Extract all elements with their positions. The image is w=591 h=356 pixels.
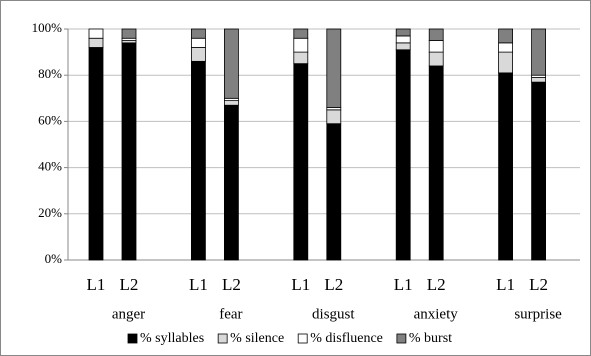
bar-segment <box>121 42 137 261</box>
y-tick-label: 100% <box>32 20 63 35</box>
bar-segment <box>326 123 342 261</box>
legend-swatch <box>297 333 308 344</box>
bar-segment <box>293 51 309 65</box>
bar-segment <box>498 51 514 74</box>
bar-segment <box>190 28 206 39</box>
x-tick-label: L2 <box>222 275 241 294</box>
bar-segment <box>190 47 206 62</box>
group-label: anger <box>112 306 145 322</box>
group-label: disgust <box>312 306 355 322</box>
bar-segment <box>395 49 411 261</box>
x-tick-label: L2 <box>427 275 446 294</box>
x-tick-label: L1 <box>291 275 310 294</box>
bar-segment <box>428 28 444 41</box>
bar-segment <box>293 37 309 53</box>
y-tick-label: 80% <box>38 66 62 81</box>
x-tick-label: L2 <box>120 275 139 294</box>
legend-label: % disfluence <box>310 331 383 346</box>
bar-segment <box>531 77 546 83</box>
bar-segment <box>395 28 411 37</box>
x-tick-label: L1 <box>87 275 106 294</box>
legend-swatch <box>396 333 407 344</box>
group-label: surprise <box>514 306 562 322</box>
bar-segment <box>326 109 342 125</box>
legend-swatch <box>217 333 228 344</box>
bar-segment <box>531 28 546 76</box>
bar-segment <box>121 28 137 39</box>
bar-segment <box>293 28 309 39</box>
bar-segment <box>88 37 104 48</box>
bar-segment <box>88 47 104 261</box>
x-tick-label: L1 <box>189 275 208 294</box>
x-tick-label: L1 <box>496 275 515 294</box>
bar-segment <box>293 63 309 261</box>
bar-segment <box>428 51 444 67</box>
bar-segment <box>223 100 239 106</box>
legend-swatch <box>127 333 138 344</box>
x-tick-label: L2 <box>529 275 548 294</box>
bar-segment <box>498 42 514 53</box>
bar-segment <box>531 81 546 261</box>
legend-label: % syllables <box>140 331 204 346</box>
bar-segment <box>428 40 444 53</box>
group-label: fear <box>219 306 242 322</box>
bar-segment <box>326 28 342 108</box>
y-tick-label: 40% <box>38 159 62 174</box>
bar-segment <box>395 42 411 51</box>
y-tick-label: 0% <box>45 251 63 266</box>
y-tick-label: 60% <box>38 112 62 127</box>
bar-segment <box>498 72 514 261</box>
x-tick-label: L1 <box>394 275 413 294</box>
bar-segment <box>395 35 411 44</box>
bar-segment <box>190 60 206 261</box>
bar-segment <box>88 28 104 39</box>
legend-label: % silence <box>230 331 284 346</box>
bar-segment <box>498 28 514 44</box>
group-label: anxiety <box>414 306 459 322</box>
x-tick-label: L2 <box>324 275 343 294</box>
bar-segment <box>223 104 239 261</box>
legend-label: % burst <box>409 331 452 346</box>
bar-segment <box>428 65 444 261</box>
y-tick-label: 20% <box>38 205 62 220</box>
bar-segment <box>190 37 206 48</box>
bar-segment <box>223 28 239 99</box>
